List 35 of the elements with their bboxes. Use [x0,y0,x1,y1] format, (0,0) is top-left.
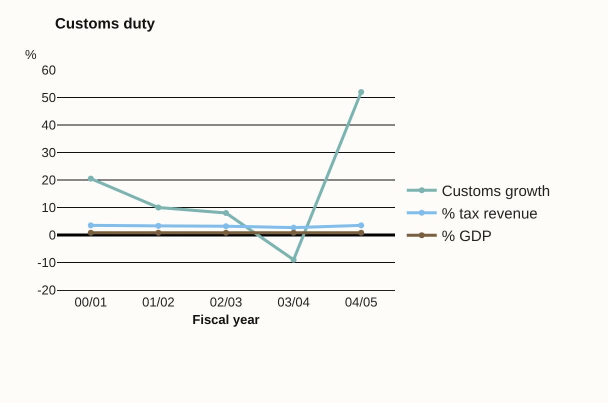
y-tick-label: -10 [37,255,56,270]
x-tick-label: 03/04 [277,294,310,310]
x-tick-label: 04/05 [344,294,378,310]
y-tick-label: 30 [42,145,56,160]
y-tick-label: 40 [42,118,56,133]
y-tick-label: 20 [42,172,56,188]
point [290,230,297,236]
point [223,223,229,230]
legend-label: % tax revenue [442,206,538,223]
point [155,222,162,229]
y-tick-label: 0 [48,228,56,243]
y-tick-label: 60 [42,62,56,78]
point [88,222,94,228]
point [358,89,364,95]
point [223,210,229,216]
point [223,230,229,236]
legend-label: % GDP [442,228,492,246]
chart-title: Customs duty [55,16,156,33]
point [290,256,297,263]
y-tick-label: 10 [42,200,56,216]
legend-label: Customs growth [442,183,550,200]
point [358,230,364,236]
point [88,230,94,236]
y-tick-label: 50 [42,90,56,106]
y-axis-title: % [25,47,37,62]
point [358,222,364,228]
x-tick-label: 01/02 [142,294,175,310]
x-axis-title: Fiscal year [192,312,260,328]
x-tick-label: 00/01 [74,294,108,310]
point [155,204,162,210]
point [155,230,162,236]
point [88,176,94,182]
y-tick-label: -20 [37,282,56,298]
point [290,224,297,231]
x-tick-label: 02/03 [210,294,242,310]
